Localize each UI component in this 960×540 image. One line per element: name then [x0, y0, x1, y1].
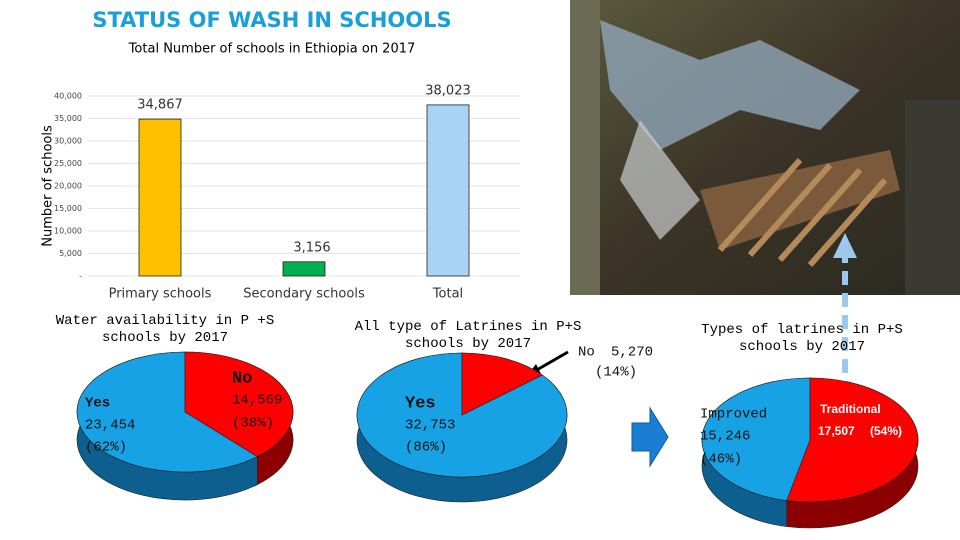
slice-category: No: [578, 345, 595, 361]
pie-title: All type of Latrines in P+S schools by 20…: [355, 319, 582, 352]
slice-percent: (46%): [700, 452, 742, 468]
pie-slice: [184, 351, 294, 457]
value-label: 3,156: [293, 240, 330, 255]
slice-category: Traditional: [820, 402, 881, 416]
value-label: 38,023: [425, 83, 471, 98]
y-tick-label: 25,000: [54, 159, 82, 168]
value-label: 34,867: [137, 98, 183, 113]
y-tick-label: 15,000: [54, 204, 82, 213]
slice-value: 15,246: [700, 429, 750, 445]
y-tick-label: -: [79, 272, 82, 281]
chart-title: Total Number of schools in Ethiopia on 2…: [128, 42, 416, 57]
bar: [282, 261, 326, 277]
pie-title: Types of latrines in P+S schools by 2017: [701, 322, 903, 355]
x-tick-label: Secondary schools: [243, 287, 365, 302]
bar: [138, 118, 182, 277]
slice-value: 5,270: [611, 345, 653, 361]
slice-category: Improved: [700, 407, 767, 423]
x-tick-label: Total: [432, 287, 463, 302]
slice-value: 14,569: [232, 393, 282, 409]
slice-percent: (62%): [85, 440, 127, 456]
pie-slice: [786, 377, 919, 503]
y-tick-label: 20,000: [54, 182, 82, 191]
pie-slice: [701, 377, 811, 501]
slice-category: Yes: [85, 396, 110, 412]
slide-title: STATUS OF WASH IN SCHOOLS: [92, 8, 451, 32]
y-axis-label: Number of schools: [41, 125, 56, 247]
pie-slice: [76, 351, 258, 473]
photo: [570, 0, 960, 295]
slice-category: Yes: [405, 394, 436, 413]
slice-percent: (14%): [595, 365, 637, 381]
y-tick-label: 10,000: [54, 227, 82, 236]
slice-percent: (38%): [232, 416, 274, 432]
arrow-head: [833, 233, 857, 258]
block-arrow: [631, 406, 669, 468]
slice-value: 32,753: [405, 418, 455, 434]
pie-slice: [461, 352, 543, 416]
x-tick-label: Primary schools: [109, 287, 212, 302]
y-tick-label: 35,000: [54, 114, 82, 123]
slice-percent: (86%): [405, 440, 447, 456]
slice-category: No: [232, 369, 252, 388]
pointer-arrow: [534, 350, 569, 373]
slice-value: 17,507: [818, 424, 855, 438]
slice-value: 23,454: [85, 418, 135, 434]
y-tick-label: 30,000: [54, 137, 82, 146]
pie-title: Water availability in P +S schools by 201…: [56, 313, 274, 346]
slice-percent: (54%): [870, 424, 902, 438]
y-tick-label: 40,000: [54, 92, 82, 101]
y-tick-label: 5,000: [59, 249, 82, 258]
bar: [426, 104, 470, 277]
